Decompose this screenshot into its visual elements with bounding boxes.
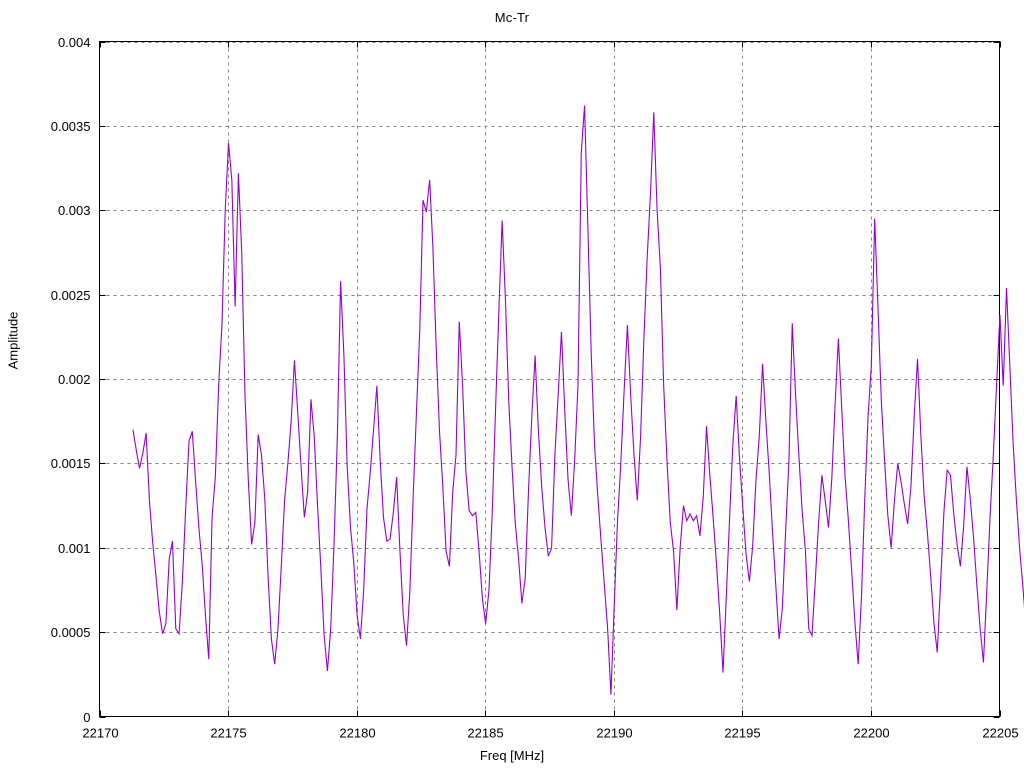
x-tick-label: 22180 <box>339 726 375 741</box>
x-tick-label: 22185 <box>467 726 503 741</box>
chart-title: Mc-Tr <box>494 10 530 25</box>
data-series-line <box>132 105 1024 695</box>
x-tick-label: 22200 <box>853 726 889 741</box>
y-tick-label: 0.0015 <box>51 456 91 471</box>
x-tick-label: 22170 <box>82 726 118 741</box>
y-tick-label: 0.0005 <box>51 625 91 640</box>
x-axis-label: Freq [MHz] <box>479 748 545 763</box>
y-axis-ticks: 0 0.0005 0.001 0.0015 0.002 0.0025 0.003 0.0035… <box>51 35 1000 725</box>
x-tick-label: 22195 <box>724 726 760 741</box>
y-tick-label: 0.0025 <box>51 288 91 303</box>
y-tick-label: 0.001 <box>58 541 91 556</box>
x-tick-label: 22205 <box>982 726 1018 741</box>
y-tick-label: 0.0035 <box>51 119 91 134</box>
x-tick-label: 22190 <box>596 726 632 741</box>
y-tick-label: 0 <box>83 710 90 725</box>
gridlines <box>99 41 1000 717</box>
x-axis-ticks: 22170 22175 22180 22185 22190 22195 22200 22205 <box>82 41 1019 741</box>
x-tick-label: 22175 <box>210 726 246 741</box>
y-tick-label: 0.002 <box>58 372 91 387</box>
plot-frame <box>99 41 1000 717</box>
y-tick-label: 0.003 <box>58 203 91 218</box>
y-tick-label: 0.004 <box>58 35 91 50</box>
